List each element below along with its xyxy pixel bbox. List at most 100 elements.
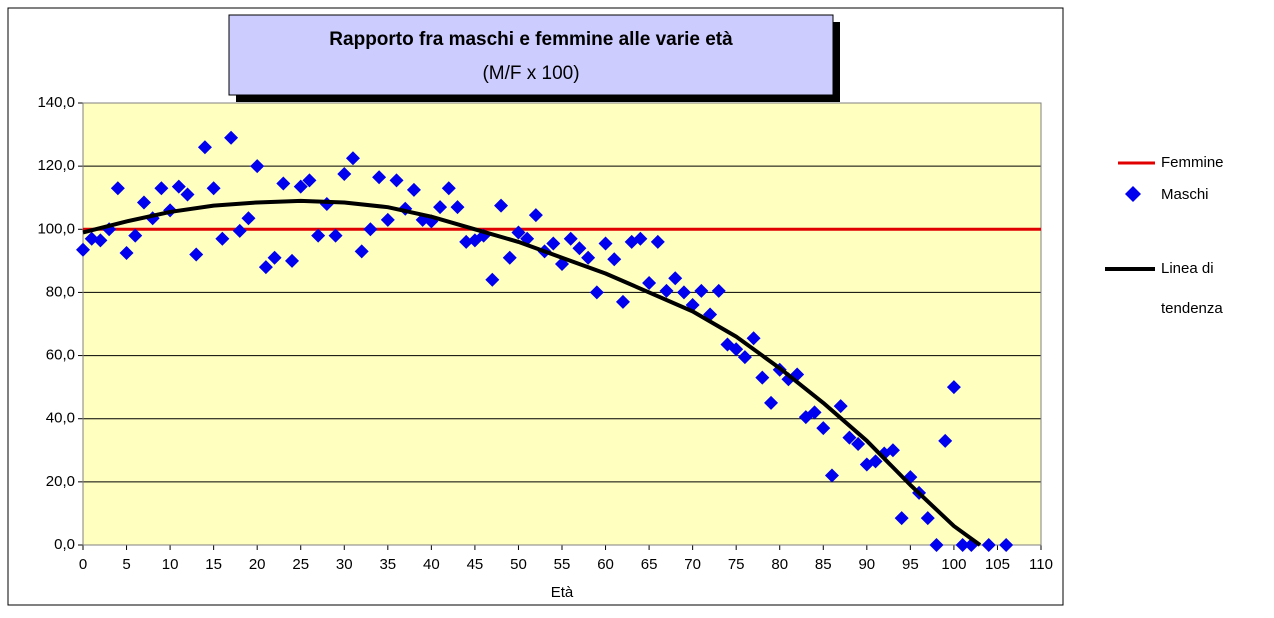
marker: [76, 242, 90, 257]
marker: [502, 250, 517, 265]
marker: [633, 231, 648, 246]
marker: [311, 228, 326, 243]
marker: [128, 228, 143, 243]
marker: [615, 294, 630, 309]
marker: [563, 231, 578, 246]
marker: [546, 236, 561, 251]
marker: [293, 179, 308, 194]
chart-title: Rapporto fra maschi e femmine alle varie…: [329, 29, 733, 50]
plot-frame: [82, 102, 1042, 546]
marker: [337, 167, 352, 182]
x-tick-label: 5: [122, 556, 130, 573]
legend-label: Maschi: [1161, 186, 1209, 203]
marker: [842, 430, 857, 445]
x-tick-label: 110: [1029, 556, 1053, 573]
marker: [729, 342, 744, 357]
x-tick-label: 80: [771, 556, 788, 573]
marker: [459, 234, 474, 249]
x-tick-label: 20: [249, 556, 266, 573]
x-tick-label: 85: [815, 556, 832, 573]
marker: [93, 233, 108, 248]
marker: [206, 181, 221, 196]
marker: [380, 212, 395, 227]
marker: [885, 443, 900, 458]
marker: [833, 399, 848, 414]
marker: [345, 151, 360, 166]
marker: [389, 173, 404, 188]
marker: [929, 538, 944, 552]
marker: [816, 421, 831, 436]
chart-subtitle: (M/F x 100): [482, 63, 579, 84]
marker: [607, 252, 622, 267]
y-tick-label: 100,0: [37, 220, 75, 237]
marker: [232, 223, 247, 238]
y-tick-label: 40,0: [46, 410, 75, 427]
x-tick-label: 100: [941, 556, 966, 573]
marker: [250, 159, 265, 174]
marker: [999, 538, 1014, 552]
x-tick-label: 45: [467, 556, 484, 573]
x-tick-label: 35: [379, 556, 396, 573]
marker: [136, 195, 151, 210]
x-tick-label: 70: [684, 556, 701, 573]
marker: [485, 272, 500, 287]
marker: [285, 253, 300, 268]
legend-swatch: [1125, 186, 1141, 202]
marker: [197, 140, 212, 155]
x-tick-label: 30: [336, 556, 353, 573]
x-tick-label: 55: [554, 556, 571, 573]
y-tick-label: 20,0: [46, 473, 75, 490]
x-tick-label: 60: [597, 556, 614, 573]
plot-area: [83, 103, 1041, 545]
marker: [851, 436, 866, 451]
marker: [511, 225, 526, 240]
marker: [650, 234, 665, 249]
marker: [267, 250, 282, 265]
marker: [171, 179, 186, 194]
marker: [746, 331, 761, 346]
marker: [119, 245, 134, 260]
marker: [433, 200, 448, 215]
marker: [372, 170, 387, 185]
marker: [920, 511, 935, 526]
marker: [807, 405, 822, 420]
x-tick-label: 15: [205, 556, 222, 573]
marker: [955, 538, 970, 552]
marker: [528, 208, 543, 223]
title-box: [228, 14, 834, 96]
x-tick-label: 105: [985, 556, 1010, 573]
marker: [572, 241, 587, 256]
marker: [737, 350, 752, 365]
marker: [441, 181, 456, 196]
y-tick-label: 140,0: [37, 94, 75, 111]
x-tick-label: 50: [510, 556, 527, 573]
y-tick-label: 60,0: [46, 347, 75, 364]
marker: [659, 283, 674, 298]
x-tick-label: 75: [728, 556, 745, 573]
marker: [224, 130, 239, 145]
x-tick-label: 95: [902, 556, 919, 573]
marker: [189, 247, 204, 262]
marker: [302, 173, 317, 188]
x-axis-label: Età: [551, 584, 574, 601]
marker: [450, 200, 465, 215]
marker: [241, 211, 256, 226]
marker: [711, 283, 726, 298]
marker: [598, 236, 613, 251]
marker: [894, 511, 909, 526]
x-tick-label: 90: [858, 556, 875, 573]
marker: [110, 181, 125, 196]
y-tick-label: 120,0: [37, 157, 75, 174]
legend-label: Linea di tendenza: [1161, 260, 1223, 317]
marker: [824, 468, 839, 483]
marker: [946, 380, 961, 395]
x-tick-label: 0: [79, 556, 87, 573]
marker: [676, 285, 691, 300]
marker: [581, 250, 596, 265]
marker: [694, 283, 709, 298]
marker: [589, 285, 604, 300]
x-tick-label: 40: [423, 556, 440, 573]
y-tick-label: 80,0: [46, 283, 75, 300]
marker: [668, 271, 683, 286]
